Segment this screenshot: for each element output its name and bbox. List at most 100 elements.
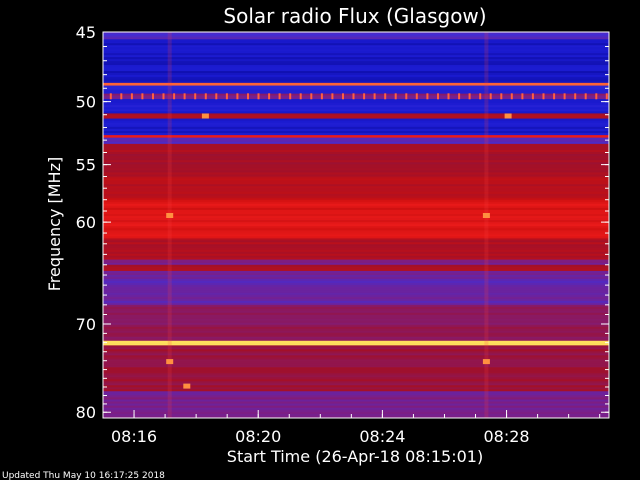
frequency-band-row bbox=[103, 240, 609, 243]
frequency-band-row bbox=[103, 47, 609, 50]
pulse-mark bbox=[468, 93, 471, 100]
frequency-band-row bbox=[103, 310, 609, 314]
pulse-mark bbox=[479, 93, 482, 100]
frequency-band-row bbox=[103, 242, 609, 245]
frequency-band-row bbox=[103, 137, 609, 141]
frequency-band-row bbox=[103, 236, 609, 239]
pulse-mark bbox=[352, 93, 355, 100]
pulse-mark bbox=[595, 93, 598, 100]
frequency-band-row bbox=[103, 322, 609, 326]
frequency-band-row bbox=[103, 399, 609, 402]
frequency-band-row bbox=[103, 232, 609, 235]
frequency-band-row bbox=[103, 381, 609, 384]
frequency-band-row bbox=[103, 349, 609, 352]
frequency-band-row bbox=[103, 316, 609, 320]
frequency-band-row bbox=[103, 320, 609, 324]
frequency-band-row bbox=[103, 135, 609, 138]
frequency-band-row bbox=[103, 353, 609, 356]
frequency-band-row bbox=[103, 57, 609, 60]
frequency-band-row bbox=[103, 197, 609, 201]
y-tick-label: 80 bbox=[76, 403, 96, 422]
frequency-band-row bbox=[103, 385, 609, 388]
frequency-band-row bbox=[103, 393, 609, 396]
frequency-band-row bbox=[103, 272, 609, 276]
plot-frame bbox=[102, 31, 610, 419]
pulse-mark bbox=[109, 93, 112, 100]
frequency-band-row bbox=[103, 113, 609, 116]
frequency-band-row bbox=[103, 203, 609, 207]
frequency-band-row bbox=[103, 211, 609, 215]
pulse-mark bbox=[310, 93, 313, 100]
frequency-band-row bbox=[103, 162, 609, 165]
y-tick-label: 60 bbox=[76, 213, 96, 232]
frequency-band-row bbox=[103, 35, 609, 38]
frequency-band-row bbox=[103, 103, 609, 106]
pulse-mark bbox=[194, 93, 197, 100]
frequency-band-row bbox=[103, 143, 609, 147]
frequency-band-row bbox=[103, 308, 609, 312]
frequency-band-row bbox=[103, 407, 609, 411]
frequency-band-row bbox=[103, 244, 609, 247]
time-artifact-column bbox=[484, 32, 489, 418]
frequency-band-row bbox=[103, 304, 609, 308]
pulse-mark bbox=[257, 93, 260, 100]
pulse-mark bbox=[531, 93, 534, 100]
frequency-band-row bbox=[103, 172, 609, 175]
frequency-band-row bbox=[103, 405, 609, 409]
pulse-mark bbox=[447, 93, 450, 100]
frequency-band-row bbox=[103, 288, 609, 292]
burst-mark bbox=[166, 213, 174, 218]
frequency-band-row bbox=[103, 182, 609, 185]
frequency-band-row bbox=[103, 124, 609, 128]
frequency-band-row bbox=[103, 248, 609, 251]
frequency-band-row bbox=[103, 367, 609, 370]
frequency-band-row bbox=[103, 314, 609, 318]
frequency-band-row bbox=[103, 220, 609, 223]
frequency-band-row bbox=[103, 69, 609, 72]
x-axis-title: Start Time (26-Apr-18 08:15:01) bbox=[227, 447, 483, 466]
frequency-band-row bbox=[103, 193, 609, 197]
frequency-band-row bbox=[103, 111, 609, 114]
frequency-band-row bbox=[103, 97, 609, 100]
frequency-band-row bbox=[103, 116, 609, 119]
frequency-band-row bbox=[103, 286, 609, 290]
frequency-band-row bbox=[103, 141, 609, 145]
pulse-mark bbox=[320, 93, 323, 100]
frequency-band-row bbox=[103, 361, 609, 364]
frequency-band-row bbox=[103, 395, 609, 398]
burst-mark bbox=[166, 359, 174, 365]
frequency-band-row bbox=[103, 274, 609, 278]
pulse-mark bbox=[141, 93, 144, 100]
frequency-band-row bbox=[103, 180, 609, 183]
pulse-mark bbox=[563, 93, 566, 100]
frequency-band-row bbox=[103, 39, 609, 42]
frequency-band-row bbox=[103, 168, 609, 171]
pulse-mark bbox=[605, 93, 608, 100]
frequency-band-row bbox=[103, 270, 609, 274]
frequency-band-row bbox=[103, 300, 609, 304]
frequency-band-row bbox=[103, 347, 609, 350]
frequency-band-row bbox=[103, 89, 609, 92]
frequency-band-row bbox=[103, 230, 609, 233]
frequency-band-row bbox=[103, 133, 609, 136]
frequency-band-row bbox=[103, 178, 609, 181]
pulse-mark bbox=[574, 93, 577, 100]
pulse-mark bbox=[342, 93, 344, 100]
frequency-band-row bbox=[103, 357, 609, 360]
pulse-mark bbox=[331, 93, 334, 100]
frequency-band-row bbox=[103, 209, 609, 213]
frequency-band-row bbox=[103, 226, 609, 229]
pulse-mark bbox=[120, 93, 123, 100]
frequency-band-row bbox=[103, 188, 609, 191]
frequency-band-row bbox=[103, 145, 609, 149]
time-artifact-column bbox=[167, 32, 172, 418]
pulse-mark bbox=[542, 93, 545, 100]
burst-mark bbox=[504, 113, 512, 119]
frequency-band-row bbox=[103, 85, 609, 88]
frequency-band-row bbox=[103, 105, 609, 108]
pulse-mark bbox=[162, 93, 165, 100]
pulse-mark bbox=[268, 93, 271, 100]
frequency-band-row bbox=[103, 122, 609, 126]
